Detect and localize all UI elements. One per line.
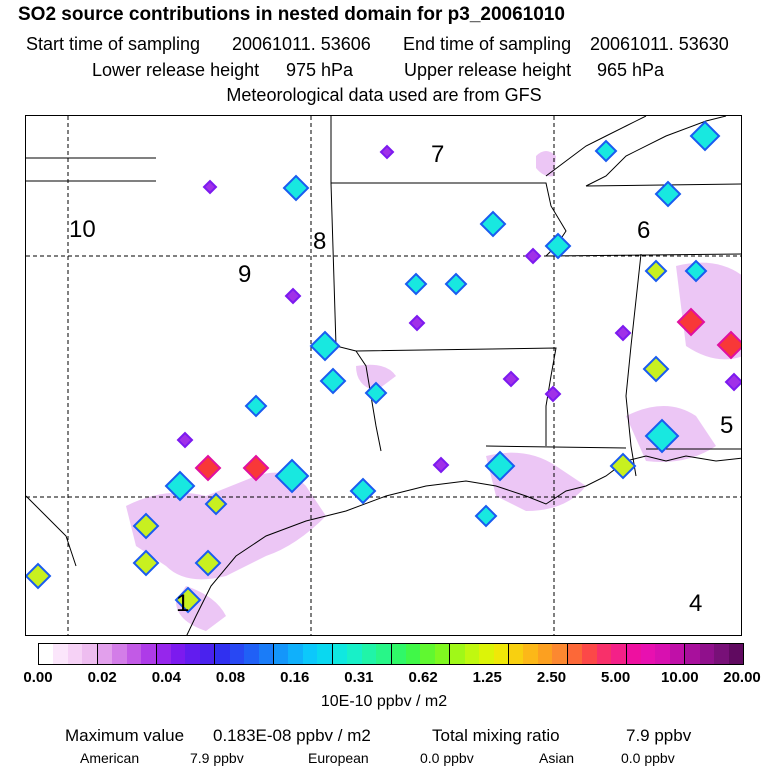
colorbar-cell	[523, 644, 538, 664]
met-data-note: Meteorological data used are from GFS	[226, 85, 542, 105]
colorbar-cell	[53, 644, 68, 664]
start-time-value: 20061011. 53606	[232, 34, 371, 54]
colorbar-cell	[625, 644, 641, 664]
colorbar-tick-label: 0.62	[408, 669, 438, 686]
colorbar-cell	[640, 644, 656, 664]
colorbar-cell	[82, 644, 97, 664]
region-number-10: 10	[69, 216, 96, 243]
colorbar-cell	[199, 644, 215, 664]
colorbar-cell	[244, 644, 259, 664]
coastline	[26, 455, 741, 635]
colorbar-cell	[390, 644, 406, 664]
page-title: SO2 source contributions in nested domai…	[18, 4, 565, 25]
colorbar-cell	[347, 644, 362, 664]
colorbar-cell	[229, 644, 245, 664]
colorbar-tick-label: 0.04	[151, 669, 181, 686]
colorbar-cell	[420, 644, 435, 664]
colorbar-tick-label: 2.50	[536, 669, 567, 686]
colorbar-cell	[170, 644, 186, 664]
colorbar-cell	[141, 644, 156, 664]
lower-release-label: Lower release height	[92, 60, 260, 80]
region-number-7: 7	[431, 141, 445, 168]
region-number-8: 8	[313, 228, 327, 255]
colorbar-tick-label: 0.02	[87, 669, 117, 686]
end-time-value: 20061011. 53630	[590, 34, 729, 54]
map-canvas	[26, 116, 741, 635]
map-panel: 7 10 8 6 9 5 4 1	[25, 115, 742, 636]
colorbar-tick-label: 0.00	[23, 669, 53, 686]
colorbar-cell	[361, 644, 377, 664]
start-time-label: Start time of sampling	[26, 34, 201, 54]
total-mixing-label: Total mixing ratio	[432, 726, 560, 745]
region-number-4: 4	[689, 590, 703, 617]
colorbar-cell	[508, 644, 524, 664]
colorbar-cell	[434, 644, 450, 664]
colorbar-cell	[714, 644, 729, 664]
source-markers	[26, 120, 741, 614]
domain-grid	[26, 116, 741, 635]
colorbar-cell	[699, 644, 715, 664]
max-value: 0.183E-08 ppbv / m2	[213, 726, 371, 745]
upper-release-value: 965 hPa	[597, 60, 665, 80]
colorbar-cell	[566, 644, 583, 664]
region-number-6: 6	[637, 217, 651, 244]
colorbar	[38, 643, 744, 665]
colorbar-cell	[728, 644, 743, 664]
colorbar-cell	[258, 644, 273, 664]
asian-value: 0.0 ppbv	[621, 750, 675, 766]
upper-release-label: Upper release height	[404, 60, 572, 80]
european-label: European	[308, 750, 369, 766]
american-value: 7.9 ppbv	[190, 750, 244, 766]
region-number-1: 1	[176, 590, 190, 617]
colorbar-cell	[684, 644, 700, 664]
colorbar-cell	[449, 644, 465, 664]
colorbar-cell	[317, 644, 332, 664]
colorbar-cell	[331, 644, 348, 664]
colorbar-cell	[302, 644, 318, 664]
colorbar-tick-label: 1.25	[472, 669, 502, 686]
colorbar-cell	[611, 644, 626, 664]
colorbar-cell	[67, 644, 83, 664]
colorbar-cell	[669, 644, 685, 664]
colorbar-cell	[273, 644, 289, 664]
colorbar-cell	[405, 644, 421, 664]
total-mixing-value: 7.9 ppbv	[626, 726, 692, 745]
colorbar-unit: 10E-10 ppbv / m2	[320, 693, 448, 710]
colorbar-cell	[39, 644, 54, 664]
colorbar-tick-label: 0.08	[215, 669, 246, 686]
colorbar-cell	[214, 644, 230, 664]
colorbar-cell	[537, 644, 553, 664]
max-value-label: Maximum value	[65, 726, 185, 745]
colorbar-cell	[552, 644, 567, 664]
colorbar-cell	[155, 644, 171, 664]
end-time-label: End time of sampling	[403, 34, 572, 54]
colorbar-tick-label: 0.16	[280, 669, 310, 686]
colorbar-cell	[288, 644, 303, 664]
colorbar-cell	[376, 644, 391, 664]
colorbar-tick-label: 5.00	[601, 669, 631, 686]
colorbar-cell	[112, 644, 127, 664]
lower-release-value: 975 hPa	[286, 60, 354, 80]
european-value: 0.0 ppbv	[420, 750, 474, 766]
colorbar-cell	[479, 644, 494, 664]
colorbar-cell	[655, 644, 670, 664]
asian-label: Asian	[539, 750, 575, 766]
region-number-9: 9	[238, 261, 252, 288]
american-label: American	[80, 750, 140, 766]
colorbar-tick-label: 20.00	[723, 669, 761, 686]
colorbar-cell	[582, 644, 597, 664]
colorbar-cell	[185, 644, 200, 664]
colorbar-cell	[596, 644, 612, 664]
colorbar-cell	[464, 644, 480, 664]
colorbar-tick-label: 0.31	[344, 669, 374, 686]
colorbar-cell	[493, 644, 508, 664]
colorbar-cell	[126, 644, 142, 664]
colorbar-cell	[96, 644, 113, 664]
colorbar-tick-label: 10.00	[661, 669, 699, 686]
region-number-5: 5	[720, 412, 734, 439]
